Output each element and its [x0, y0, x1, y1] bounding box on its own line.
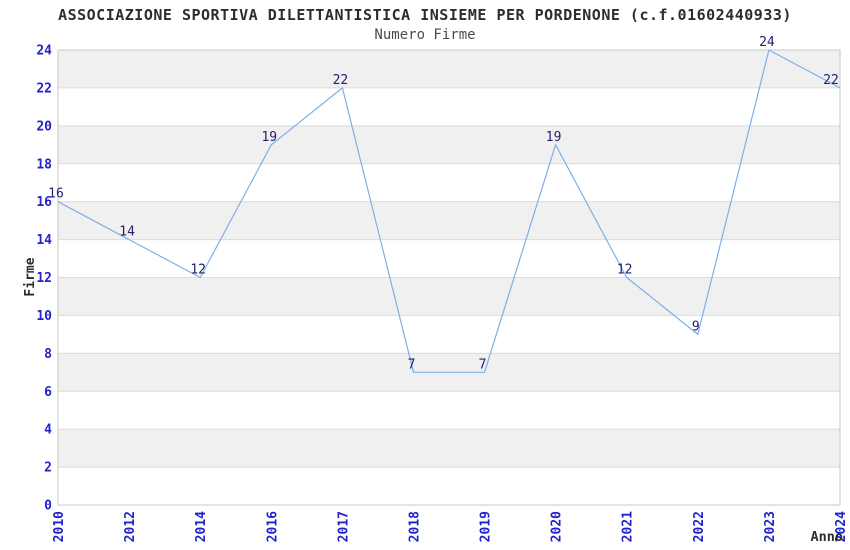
data-point-label: 24	[759, 35, 775, 50]
chart-subtitle: Numero Firme	[374, 27, 476, 43]
y-tick-label: 14	[36, 233, 52, 248]
x-tick-label: 2014	[194, 511, 209, 542]
plot-gridlines	[58, 87, 840, 468]
x-axis-tick-labels: 2010 2012 2014 2016 2017 2018 2019 2020 2021 2022…	[52, 511, 849, 542]
data-point-label: 14	[119, 225, 135, 240]
y-tick-label: 16	[36, 195, 52, 210]
x-tick-label: 2020	[550, 511, 565, 542]
x-tick-label: 2012	[123, 511, 138, 542]
x-tick-label: 2017	[336, 511, 351, 542]
x-tick-label: 2018	[408, 511, 423, 542]
x-tick-label: 2019	[479, 511, 494, 542]
data-point-label: 7	[479, 357, 487, 372]
data-point-labels: 16 14 12 19 22 7 7 19 12 9 24 22	[48, 35, 839, 372]
y-tick-label: 4	[44, 423, 52, 438]
plot-bands	[58, 50, 840, 468]
band-stripe	[58, 429, 840, 468]
y-tick-label: 10	[36, 309, 52, 324]
y-tick-label: 2	[44, 461, 52, 476]
y-tick-label: 12	[36, 271, 52, 286]
y-tick-label: 6	[44, 385, 52, 400]
x-tick-label: 2022	[692, 511, 707, 542]
data-series	[57, 49, 841, 373]
x-axis-title: Anno	[810, 529, 843, 545]
data-point-label: 7	[408, 357, 416, 372]
data-point-label: 22	[823, 73, 839, 88]
y-axis-title: Firme	[23, 257, 38, 296]
plot-border	[57, 49, 841, 506]
y-tick-label: 8	[44, 347, 52, 362]
y-tick-label: 22	[36, 81, 52, 96]
y-tick-label: 20	[36, 119, 52, 134]
band-stripe	[58, 201, 840, 240]
band-stripe	[58, 125, 840, 164]
x-tick-label: 2016	[265, 511, 280, 542]
data-point-label: 22	[333, 73, 349, 88]
series-line	[57, 49, 841, 373]
data-point-label: 16	[48, 187, 64, 202]
y-tick-label: 0	[44, 499, 52, 514]
x-tick-label: 2024	[834, 511, 849, 542]
data-point-label: 12	[190, 263, 206, 278]
x-tick-label: 2021	[621, 511, 636, 542]
x-tick-label: 2010	[52, 511, 67, 542]
x-tick-label: 2023	[763, 511, 778, 542]
chart-title: ASSOCIAZIONE SPORTIVA DILETTANTISTICA IN…	[58, 6, 792, 24]
data-point-label: 19	[546, 130, 562, 145]
data-point-label: 9	[692, 319, 700, 334]
band-stripe	[58, 277, 840, 316]
data-point-label: 12	[617, 263, 633, 278]
data-point-label: 19	[261, 130, 277, 145]
y-tick-label: 24	[36, 44, 52, 59]
y-tick-label: 18	[36, 157, 52, 172]
band-stripe	[58, 50, 840, 88]
